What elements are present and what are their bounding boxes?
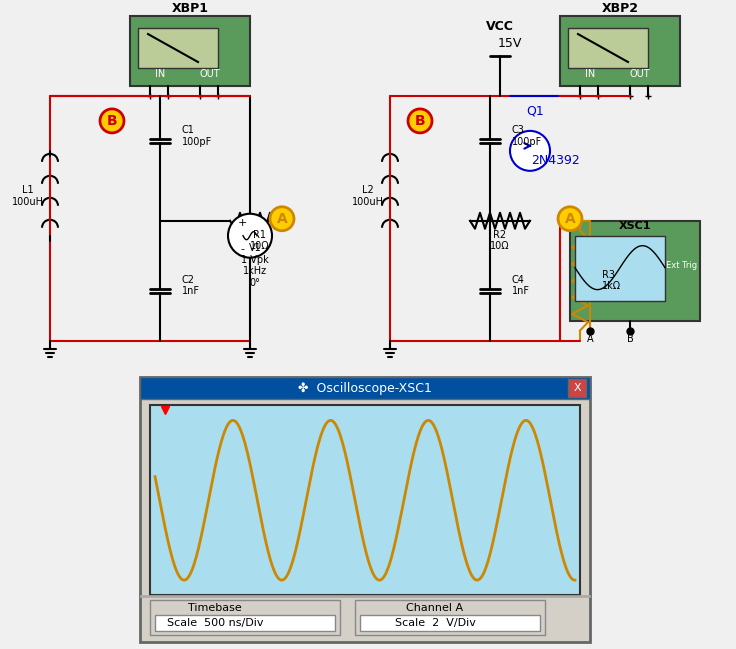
- Text: R3
1kΩ: R3 1kΩ: [602, 270, 621, 291]
- Text: Q1: Q1: [526, 104, 544, 117]
- Text: Channel A: Channel A: [406, 603, 464, 613]
- Text: OUT: OUT: [630, 69, 651, 79]
- Text: +: +: [237, 217, 247, 228]
- Text: C3
100pF: C3 100pF: [512, 125, 542, 147]
- Bar: [155, 615, 335, 631]
- Text: X: X: [573, 384, 581, 393]
- Text: B: B: [626, 334, 634, 343]
- Text: L2
100uH: L2 100uH: [352, 185, 384, 206]
- Text: C4
1nF: C4 1nF: [512, 275, 530, 297]
- Bar: [570, 221, 700, 321]
- Bar: [150, 600, 340, 635]
- Bar: [360, 615, 540, 631]
- Text: B: B: [414, 114, 425, 128]
- Bar: [138, 28, 218, 68]
- Text: IN: IN: [155, 69, 165, 79]
- Text: Timebase: Timebase: [188, 603, 242, 613]
- Circle shape: [228, 214, 272, 258]
- Text: IN: IN: [585, 69, 595, 79]
- Text: Scale  2  V/Div: Scale 2 V/Div: [394, 618, 475, 628]
- Text: 15V: 15V: [498, 36, 522, 49]
- Bar: [140, 378, 590, 399]
- Text: C2
1nF: C2 1nF: [182, 275, 200, 297]
- Text: -: -: [240, 243, 244, 254]
- Text: L1
100uH: L1 100uH: [12, 185, 44, 206]
- Circle shape: [270, 207, 294, 230]
- Text: A: A: [587, 334, 593, 343]
- Bar: [560, 16, 680, 86]
- Text: A: A: [277, 212, 287, 226]
- Bar: [130, 16, 250, 86]
- Text: R1
10Ω: R1 10Ω: [250, 230, 270, 252]
- Circle shape: [408, 109, 432, 133]
- Text: 2N4392: 2N4392: [531, 154, 579, 167]
- Text: C1
100pF: C1 100pF: [182, 125, 212, 147]
- Text: XSC1: XSC1: [619, 221, 651, 231]
- Circle shape: [510, 131, 550, 171]
- Bar: [355, 600, 545, 635]
- Text: B: B: [107, 114, 117, 128]
- Text: A: A: [565, 212, 576, 226]
- Bar: [140, 595, 590, 597]
- Bar: [568, 380, 586, 397]
- Text: XBP1: XBP1: [171, 1, 208, 14]
- Text: XBP2: XBP2: [601, 1, 639, 14]
- Text: Scale  500 ns/Div: Scale 500 ns/Div: [167, 618, 263, 628]
- Bar: [568, 28, 648, 68]
- Bar: [140, 378, 590, 642]
- Text: VCC: VCC: [486, 19, 514, 32]
- Text: ✤  Oscilloscope-XSC1: ✤ Oscilloscope-XSC1: [298, 382, 432, 395]
- Text: Ext Trig: Ext Trig: [666, 261, 698, 270]
- Bar: [575, 236, 665, 300]
- Text: OUT: OUT: [199, 69, 220, 79]
- Text: V1
1 Vpk
1kHz
0°: V1 1 Vpk 1kHz 0°: [241, 243, 269, 288]
- Circle shape: [100, 109, 124, 133]
- Circle shape: [558, 207, 582, 230]
- Bar: [150, 406, 580, 595]
- Text: R2
10Ω: R2 10Ω: [490, 230, 510, 252]
